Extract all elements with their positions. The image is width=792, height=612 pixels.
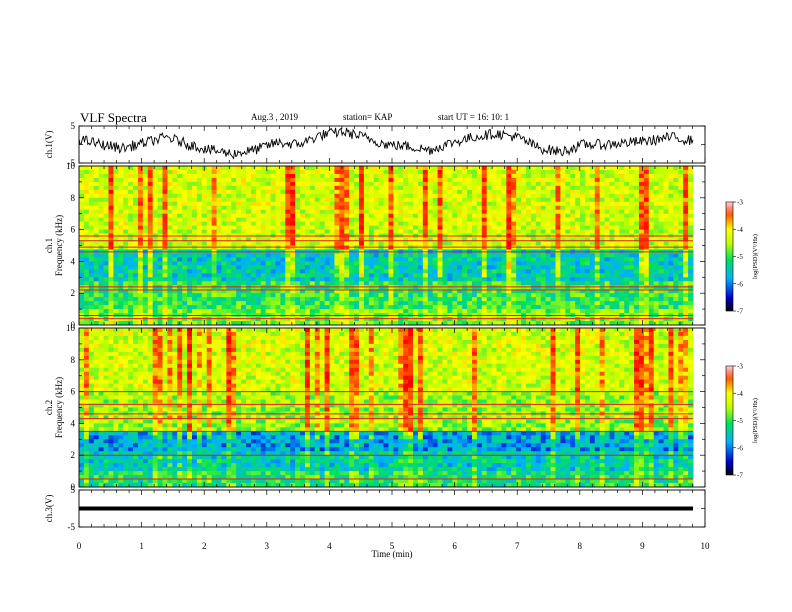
colorbar-tick-label: -5 bbox=[737, 253, 743, 261]
spectrogram-ch2 bbox=[79, 328, 694, 488]
colorbar-label: log(PSD)(V²/Hz) bbox=[752, 234, 759, 279]
xtick-label: 6 bbox=[452, 541, 457, 551]
ytick-label: 10 bbox=[66, 161, 76, 171]
ytick-label: 5 bbox=[71, 121, 76, 131]
colorbar-tick-label: -4 bbox=[737, 390, 743, 398]
xtick-label: 1 bbox=[139, 541, 144, 551]
ylabel: Frequency (kHz) bbox=[54, 377, 64, 438]
start-time-label: start UT = 16: 10: 1 bbox=[438, 112, 510, 122]
xtick-label: 0 bbox=[77, 541, 82, 551]
colorbar-tick-label: -6 bbox=[737, 280, 743, 288]
xtick-label: 8 bbox=[578, 541, 583, 551]
xtick-label: 4 bbox=[327, 541, 332, 551]
xtick-label: 9 bbox=[640, 541, 645, 551]
date-label: Aug.3 , 2019 bbox=[251, 112, 298, 122]
ytick-label: 8 bbox=[71, 355, 76, 365]
ytick-label: 0 bbox=[71, 482, 76, 492]
ytick-label: -5 bbox=[68, 158, 76, 168]
spectrogram-ch1 bbox=[79, 166, 694, 326]
colorbar-tick-label: -3 bbox=[737, 199, 743, 207]
colorbar-label: log(PSD)(V²/Hz) bbox=[752, 398, 759, 443]
colorbar-tick-label: -3 bbox=[737, 363, 743, 371]
xtick-label: 5 bbox=[390, 541, 395, 551]
colorbar-tick-label: -4 bbox=[737, 226, 743, 234]
ytick-label: 4 bbox=[71, 256, 76, 266]
xtick-label: 2 bbox=[202, 541, 207, 551]
xtick-label: 7 bbox=[515, 541, 520, 551]
ylabel: ch.2 bbox=[44, 400, 54, 415]
chart-title: VLF Spectra bbox=[80, 110, 147, 125]
ytick-label: 2 bbox=[71, 450, 76, 460]
ytick-label: 6 bbox=[71, 387, 76, 397]
xlabel: Time (min) bbox=[372, 549, 413, 559]
xtick-label: 3 bbox=[265, 541, 270, 551]
ytick-label: 6 bbox=[71, 225, 76, 235]
colorbar-tick-label: -7 bbox=[737, 472, 743, 480]
ytick-label: 0 bbox=[71, 320, 76, 330]
ylabel: ch.1 bbox=[44, 238, 54, 253]
ytick-label: 4 bbox=[71, 418, 76, 428]
ytick-label: 8 bbox=[71, 193, 76, 203]
ytick-label: 5 bbox=[71, 485, 76, 495]
station-label: station= KAP bbox=[343, 112, 393, 122]
ytick-label: 2 bbox=[71, 288, 76, 298]
xtick-label: 10 bbox=[701, 541, 711, 551]
colorbar-tick-label: -5 bbox=[737, 417, 743, 425]
ytick-label: -5 bbox=[68, 522, 76, 532]
ylabel: ch.1(V) bbox=[44, 131, 54, 159]
ylabel: ch.3(V) bbox=[44, 495, 54, 523]
colorbar-tick-label: -6 bbox=[737, 444, 743, 452]
ch1-waveform-line bbox=[78, 127, 694, 160]
colorbar-tick-label: -7 bbox=[737, 308, 743, 316]
ylabel: Frequency (kHz) bbox=[54, 215, 64, 276]
ytick-label: 10 bbox=[66, 323, 76, 333]
